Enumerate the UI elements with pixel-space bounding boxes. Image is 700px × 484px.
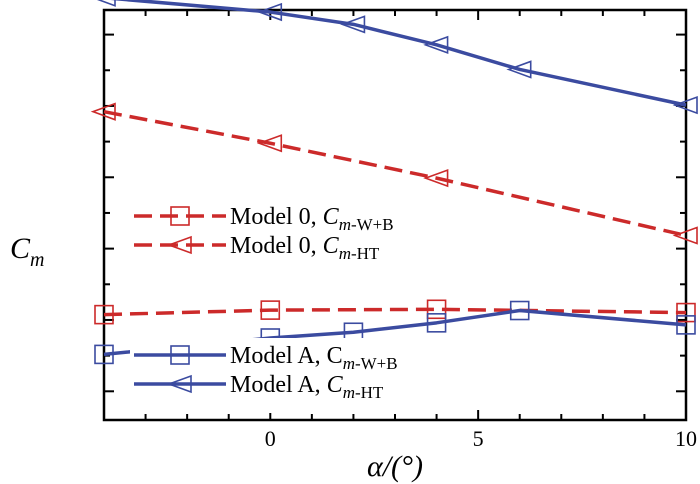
data-point: [676, 302, 696, 323]
series-group: [94, 299, 696, 325]
legend-label: Model 0, Cm-HT: [230, 233, 380, 263]
data-point: [90, 102, 116, 121]
axes-layer: [102, 8, 688, 422]
data-point: [509, 300, 530, 321]
legend-label: Model 0, Cm-W+B: [230, 204, 394, 234]
data-point: [94, 344, 114, 365]
series-line: [110, 0, 687, 107]
data-point: [96, 0, 116, 7]
data-point: [426, 313, 447, 333]
data-point: [676, 315, 696, 335]
data-point: [256, 2, 283, 22]
data-point: [170, 345, 190, 365]
legend-label: Model A, Cm-HT: [230, 372, 384, 402]
data-point: [426, 299, 447, 320]
series-line: [103, 109, 687, 238]
legend-label: Model A, Cm-W+B: [230, 343, 398, 373]
x-tick-label: 0: [265, 426, 276, 451]
data-point: [170, 206, 190, 226]
data-point: [506, 60, 532, 79]
data-point: [256, 134, 283, 153]
data-point: [166, 235, 192, 255]
tick-label-layer: 0 5 10: [265, 426, 697, 451]
data-point: [672, 226, 698, 245]
x-tick-label: 10: [675, 426, 697, 451]
data-point: [340, 15, 366, 34]
data-point: [423, 35, 449, 54]
series-group: [90, 102, 698, 245]
data-point: [423, 168, 449, 188]
data-point: [672, 95, 698, 115]
data-point: [94, 304, 114, 325]
series-group: [96, 0, 698, 115]
data-point: [260, 300, 281, 320]
data-point: [166, 374, 192, 394]
x-tick-label: 5: [473, 426, 484, 451]
x-axis-title: α/(°): [367, 450, 423, 483]
series-line: [103, 307, 687, 317]
y-axis-title: Cm: [10, 232, 44, 271]
series-layer: [90, 0, 698, 365]
